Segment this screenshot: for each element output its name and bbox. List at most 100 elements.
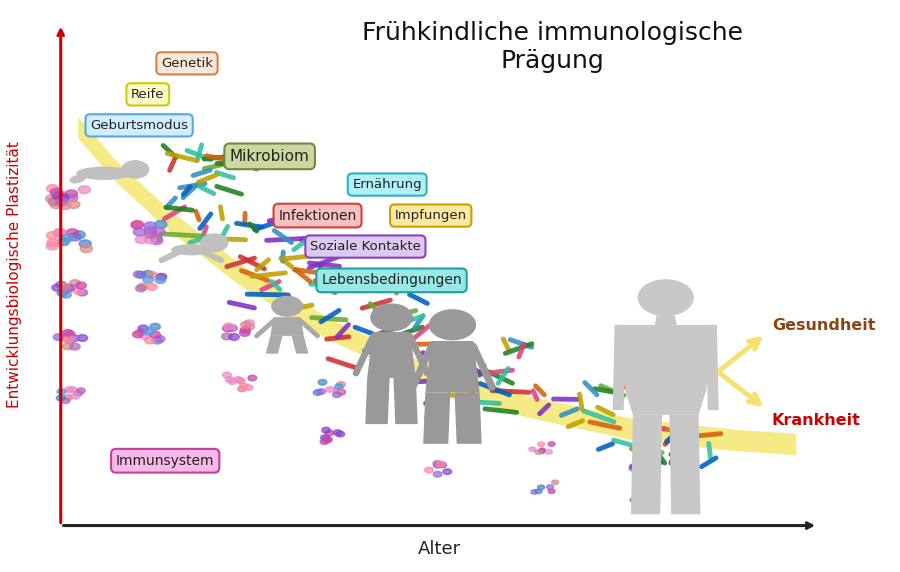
Circle shape	[320, 439, 328, 444]
Text: Immunsystem: Immunsystem	[116, 454, 214, 468]
Text: Krankheit: Krankheit	[772, 412, 860, 428]
Circle shape	[52, 284, 62, 291]
Circle shape	[222, 325, 233, 332]
Circle shape	[71, 394, 80, 399]
Circle shape	[437, 419, 446, 425]
Circle shape	[50, 188, 62, 196]
Circle shape	[223, 323, 234, 330]
Circle shape	[317, 389, 326, 394]
Circle shape	[633, 462, 639, 466]
Polygon shape	[454, 392, 482, 444]
Circle shape	[433, 471, 442, 477]
Text: Impfungen: Impfungen	[394, 209, 467, 222]
Text: Mikrobiom: Mikrobiom	[230, 149, 310, 164]
Circle shape	[443, 469, 452, 475]
Circle shape	[61, 335, 72, 342]
Circle shape	[65, 331, 75, 337]
Circle shape	[240, 321, 251, 328]
Circle shape	[54, 229, 66, 236]
Circle shape	[52, 192, 65, 200]
Circle shape	[632, 464, 639, 468]
Circle shape	[244, 323, 255, 330]
Circle shape	[62, 234, 74, 242]
Circle shape	[630, 498, 637, 502]
Circle shape	[546, 485, 554, 489]
Circle shape	[646, 492, 653, 496]
Circle shape	[69, 335, 79, 341]
Circle shape	[135, 236, 148, 244]
Polygon shape	[266, 336, 283, 353]
Text: Entwicklungsbiologische Plastizität: Entwicklungsbiologische Plastizität	[7, 141, 22, 408]
Circle shape	[61, 291, 71, 298]
Circle shape	[239, 383, 248, 389]
Circle shape	[157, 273, 166, 280]
Circle shape	[244, 385, 253, 390]
Circle shape	[73, 231, 86, 239]
Circle shape	[57, 194, 68, 202]
Circle shape	[320, 435, 329, 440]
Circle shape	[321, 427, 330, 433]
Circle shape	[425, 467, 434, 473]
Circle shape	[63, 285, 73, 292]
Circle shape	[57, 389, 66, 395]
Circle shape	[76, 388, 86, 394]
Circle shape	[433, 460, 442, 466]
Polygon shape	[631, 415, 662, 514]
Circle shape	[47, 239, 59, 247]
Circle shape	[136, 285, 146, 292]
Text: Soziale Kontakte: Soziale Kontakte	[310, 240, 421, 253]
Circle shape	[318, 379, 327, 385]
Circle shape	[635, 492, 643, 496]
Circle shape	[237, 378, 245, 384]
Polygon shape	[426, 341, 480, 392]
Circle shape	[130, 221, 143, 229]
Polygon shape	[615, 325, 717, 415]
Circle shape	[333, 430, 342, 435]
Circle shape	[78, 186, 90, 194]
Circle shape	[436, 461, 446, 467]
Circle shape	[56, 198, 68, 206]
Ellipse shape	[69, 174, 86, 184]
Circle shape	[57, 289, 68, 296]
Polygon shape	[423, 392, 450, 444]
Circle shape	[74, 390, 83, 396]
Circle shape	[65, 337, 76, 344]
Circle shape	[222, 372, 231, 378]
Circle shape	[56, 191, 68, 199]
Polygon shape	[270, 317, 304, 336]
Circle shape	[138, 283, 148, 290]
Circle shape	[136, 272, 147, 278]
Circle shape	[65, 387, 74, 392]
Circle shape	[64, 336, 74, 342]
Circle shape	[150, 331, 160, 338]
Circle shape	[77, 335, 87, 341]
Circle shape	[138, 325, 148, 332]
Circle shape	[228, 379, 237, 384]
Circle shape	[322, 437, 331, 443]
Circle shape	[240, 327, 250, 333]
Circle shape	[238, 386, 247, 392]
Polygon shape	[365, 378, 390, 424]
Circle shape	[638, 280, 693, 315]
Circle shape	[50, 201, 62, 209]
Circle shape	[535, 489, 542, 494]
Circle shape	[436, 422, 445, 427]
Circle shape	[239, 329, 250, 336]
Circle shape	[437, 427, 446, 433]
Circle shape	[529, 447, 535, 451]
Circle shape	[132, 331, 143, 337]
Text: Frühkindliche immunologische
Prägung: Frühkindliche immunologische Prägung	[362, 21, 743, 73]
Circle shape	[334, 388, 343, 394]
Circle shape	[144, 227, 157, 235]
Circle shape	[234, 377, 242, 382]
Circle shape	[77, 289, 87, 296]
Circle shape	[56, 281, 67, 288]
Circle shape	[642, 457, 649, 462]
Polygon shape	[655, 315, 677, 325]
Circle shape	[336, 431, 345, 437]
Circle shape	[144, 222, 156, 230]
Circle shape	[46, 242, 58, 250]
Text: Geburtsmodus: Geburtsmodus	[90, 119, 188, 132]
Circle shape	[133, 271, 144, 278]
Polygon shape	[670, 415, 700, 514]
